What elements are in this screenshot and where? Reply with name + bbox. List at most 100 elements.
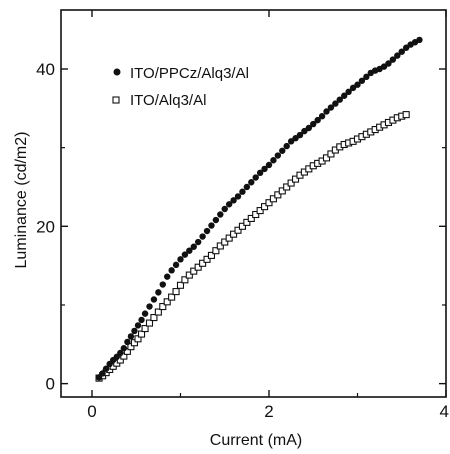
ppcz-point: [117, 349, 124, 357]
ppcz-point: [301, 127, 308, 135]
x-axis-label: Current (mA): [210, 432, 302, 449]
alq3-point: [230, 230, 238, 238]
ppcz-point: [256, 169, 264, 177]
ppcz-point: [239, 188, 246, 195]
ppcz-point: [402, 44, 410, 51]
alq3-point: [322, 154, 331, 162]
ppcz-point: [389, 56, 397, 63]
alq3-point: [163, 298, 171, 306]
ppcz-point: [261, 165, 268, 173]
ppcz-point: [363, 73, 370, 81]
ppcz-point: [248, 179, 255, 186]
ppcz-point: [345, 88, 352, 96]
ppcz-point: [146, 303, 153, 310]
y-tick-label: 20: [36, 217, 55, 236]
ppcz-point: [217, 211, 224, 218]
alq3-point: [402, 111, 410, 119]
ppcz-point: [159, 281, 166, 288]
ppcz-point: [358, 77, 366, 84]
ppcz-point: [296, 131, 304, 139]
alq3-point: [199, 259, 207, 267]
alq3-point: [203, 255, 211, 263]
ppcz-point: [230, 197, 237, 204]
y-tick-label: 0: [46, 375, 55, 394]
alq3-point: [252, 210, 260, 219]
ppcz-point: [416, 36, 423, 44]
ppcz-point: [102, 365, 110, 372]
ppcz-point: [336, 96, 343, 103]
ppcz-point: [120, 345, 128, 352]
alq3-point: [287, 179, 295, 187]
ppcz-point: [172, 261, 180, 269]
ppcz-point: [177, 256, 184, 263]
alq3-point: [168, 293, 176, 301]
ppcz-point: [150, 296, 158, 303]
ppcz-point: [332, 100, 339, 107]
ppcz-point: [203, 227, 211, 235]
alq3-point: [185, 271, 193, 279]
y-axis-label: Luminance (cd/m2): [13, 132, 30, 269]
legend-label-alq3: ITO/Alq3/Al: [130, 92, 206, 109]
ppcz-point: [190, 243, 197, 250]
ppcz-point: [124, 338, 131, 346]
alq3-point: [190, 267, 198, 275]
alq3-point: [145, 319, 154, 327]
alq3-point: [207, 251, 216, 259]
alq3-point: [216, 242, 224, 250]
alq3-point: [172, 288, 180, 296]
ppcz-point: [354, 81, 361, 88]
alq3-point: [243, 218, 251, 226]
legend-marker-alq3: [112, 96, 120, 104]
ppcz-point: [305, 124, 313, 132]
alq3-point: [283, 183, 291, 191]
ppcz-point: [127, 333, 135, 340]
y-tick-label: 40: [36, 60, 55, 79]
alq3-point: [154, 308, 162, 316]
ppcz-point: [327, 104, 335, 111]
ppcz-point: [274, 152, 282, 159]
ppcz-point: [168, 267, 175, 274]
ppcz-point: [186, 247, 193, 254]
ppcz-point: [265, 161, 273, 169]
ppcz-point: [155, 289, 162, 296]
ppcz-point: [398, 48, 405, 55]
ppcz-point: [225, 201, 233, 208]
ppcz-point: [221, 205, 228, 213]
ppcz-point: [199, 233, 206, 240]
legend: ITO/PPCz/Alq3/Al ITO/Alq3/Al: [112, 65, 249, 109]
ppcz-point: [234, 193, 242, 200]
ppcz-point: [252, 174, 259, 181]
alq3-point: [265, 199, 273, 207]
ppcz-point: [283, 142, 290, 150]
ppcz-point: [194, 238, 202, 246]
ppcz-point: [314, 116, 321, 124]
alq3-point: [225, 234, 233, 242]
ppcz-point: [270, 157, 277, 164]
ppcz-point: [208, 222, 215, 229]
alq3-point: [234, 226, 242, 234]
ppcz-point: [243, 183, 251, 191]
ppcz-point: [164, 273, 171, 280]
legend-label-ppcz: ITO/PPCz/Alq3/Al: [130, 65, 249, 82]
plot-frame: [60, 9, 447, 398]
alq3-point: [194, 263, 202, 271]
alq3-point: [247, 214, 255, 222]
data-points: [95, 36, 423, 382]
ppcz-point: [318, 112, 326, 120]
ppcz-point: [134, 322, 142, 329]
ppcz-point: [212, 216, 220, 224]
x-tick-label: 2: [264, 402, 273, 421]
ppcz-point: [138, 316, 145, 324]
ppcz-point: [385, 60, 392, 67]
alq3-point: [238, 222, 246, 230]
alq3-point: [256, 207, 264, 215]
ppcz-point: [99, 370, 106, 377]
alq3-point: [141, 325, 149, 333]
ppcz-point: [279, 147, 286, 154]
alq3-point: [261, 203, 269, 211]
alq3-point: [221, 238, 229, 246]
alq3-point: [274, 191, 282, 199]
ppcz-point: [394, 52, 401, 59]
ppcz-point: [287, 138, 295, 145]
